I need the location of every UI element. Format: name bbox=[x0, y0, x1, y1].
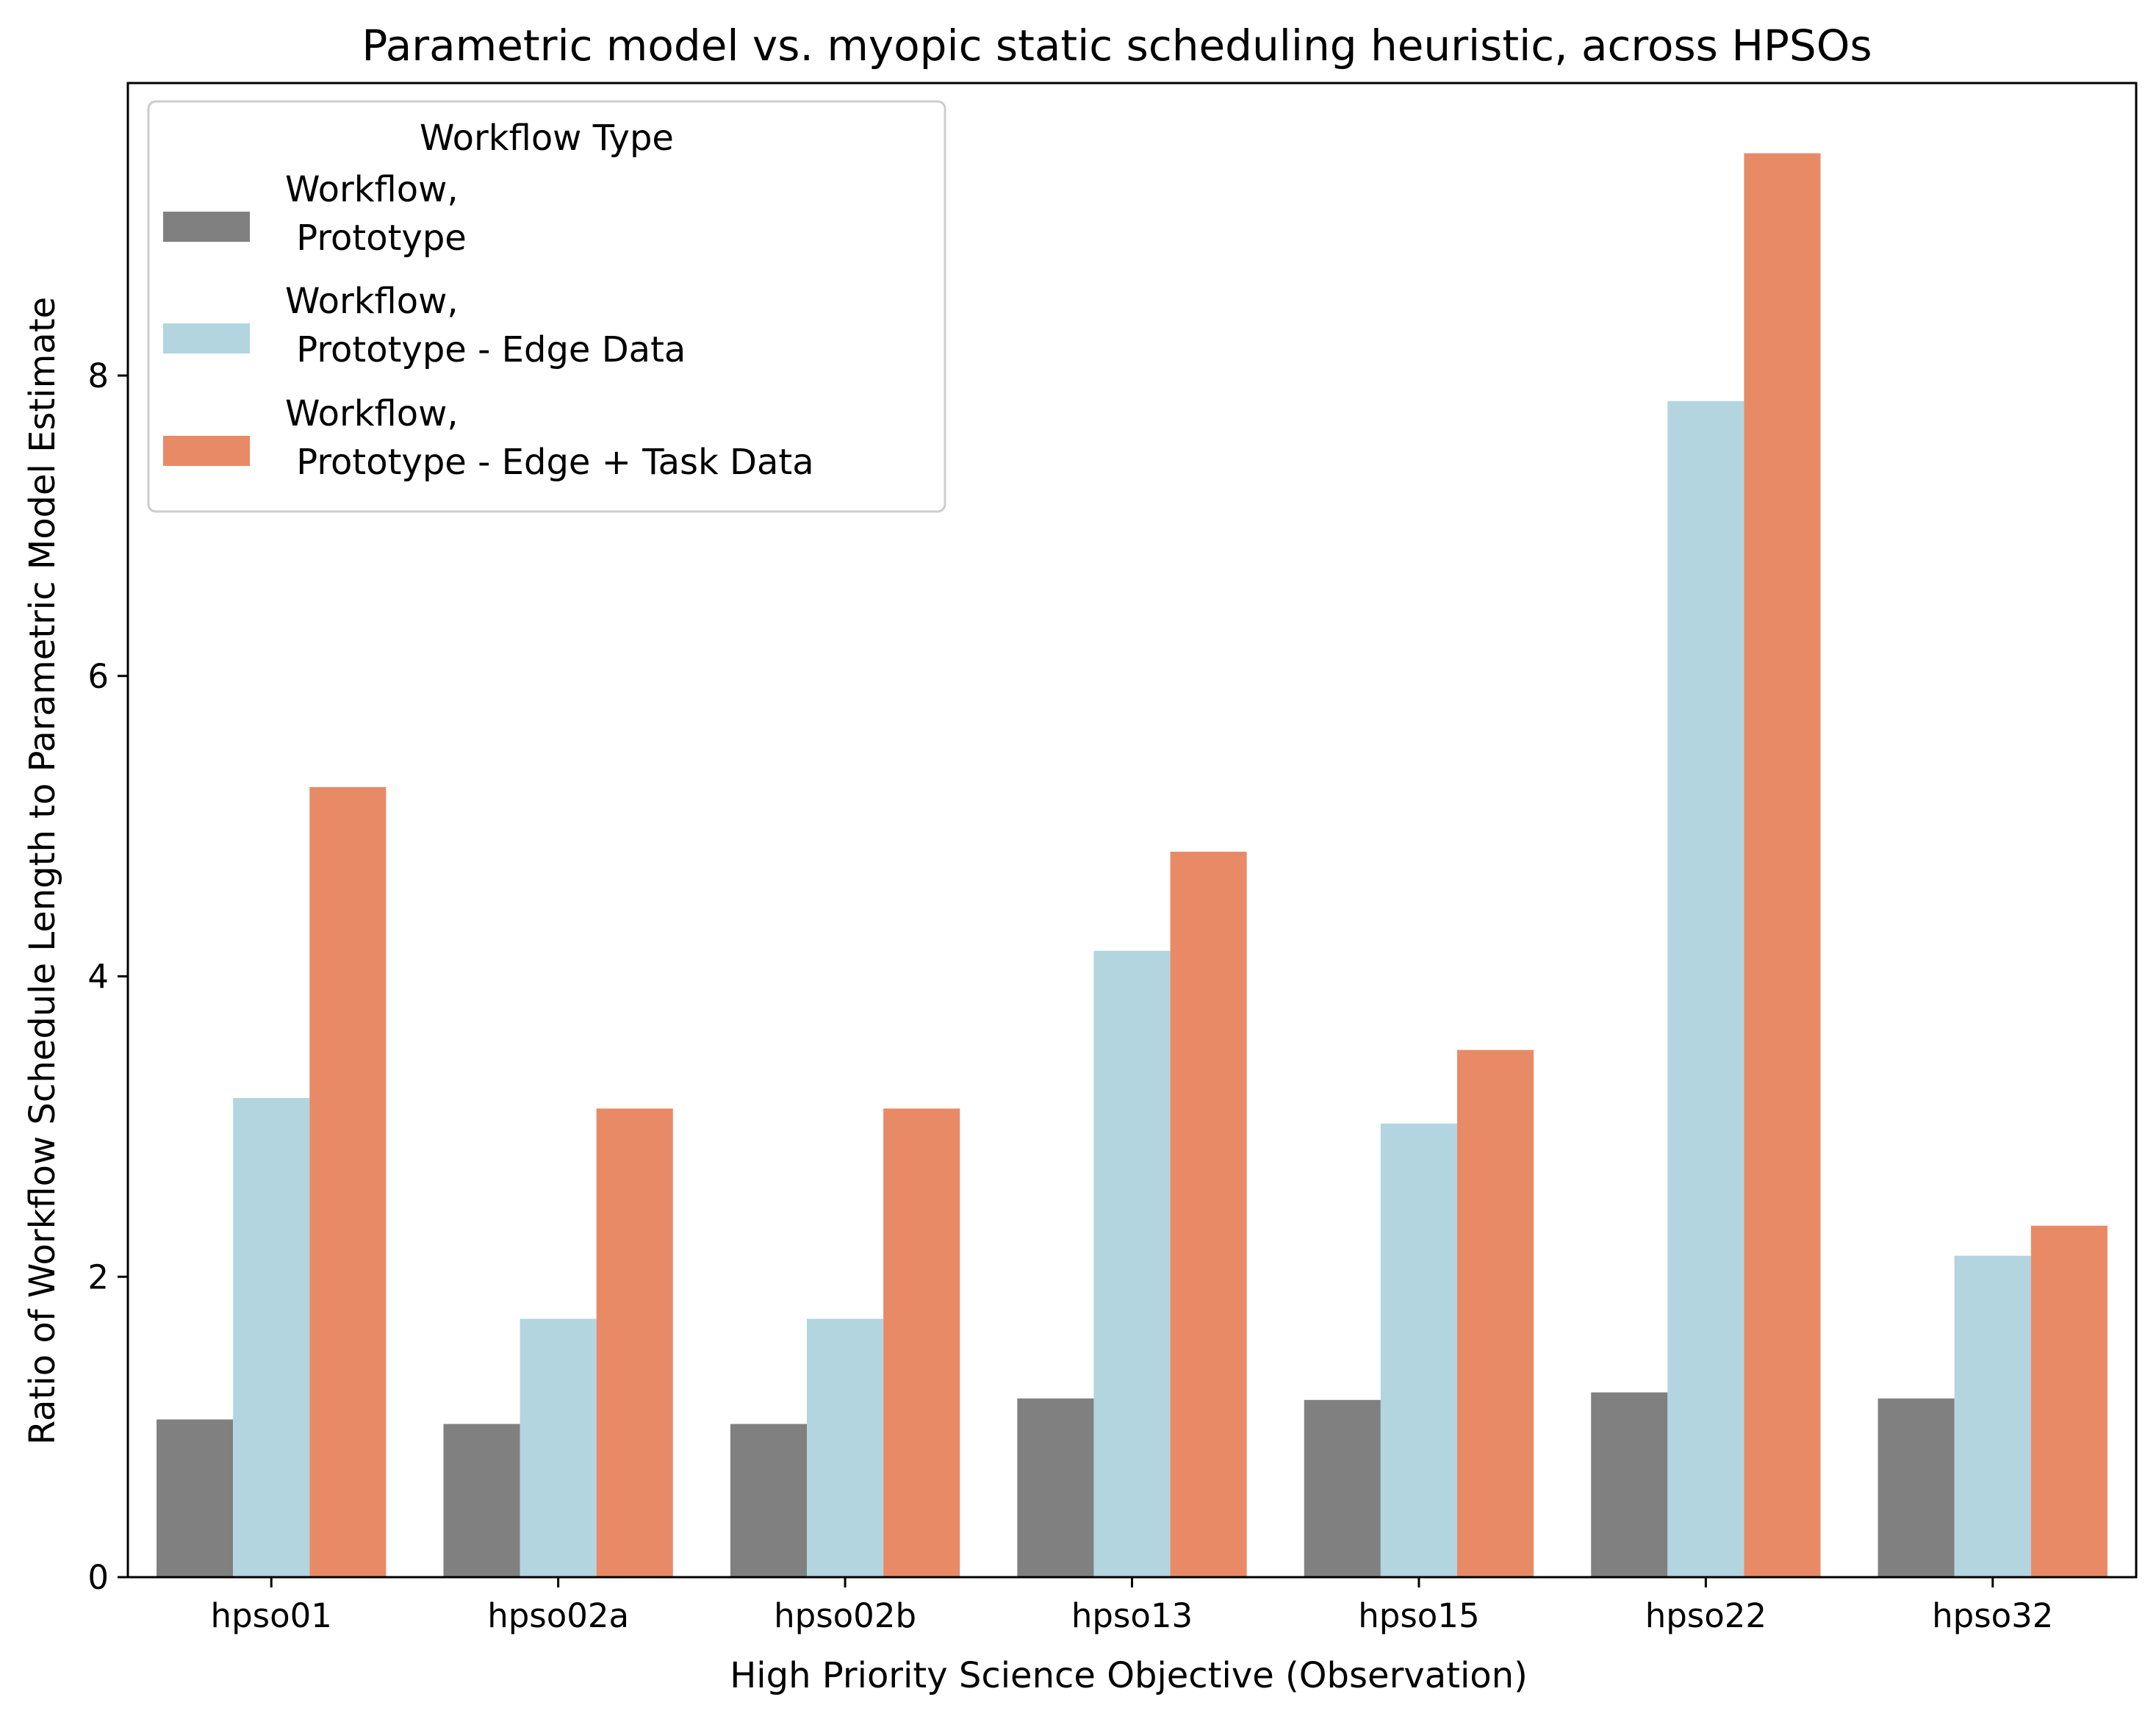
bar-hpso13-series-3 bbox=[1170, 851, 1247, 1577]
bar-hpso02b-series-2 bbox=[807, 1318, 884, 1577]
y-axis-ticks: 0 2 4 6 8 bbox=[87, 356, 128, 1597]
bars-group bbox=[157, 153, 2108, 1577]
bar-hpso02a-series-2 bbox=[520, 1318, 597, 1577]
bar-hpso22-series-1 bbox=[1591, 1392, 1668, 1577]
legend-box bbox=[147, 100, 946, 513]
legend-swatch bbox=[163, 212, 250, 242]
x-tick-label: hpso15 bbox=[1358, 1596, 1479, 1635]
bar-hpso32-series-3 bbox=[2030, 1225, 2108, 1577]
bar-hpso32-series-2 bbox=[1954, 1255, 2031, 1577]
bar-hpso02a-series-3 bbox=[596, 1108, 673, 1577]
legend: Workflow Type Workflow, PrototypeWorkflo… bbox=[147, 100, 946, 513]
bar-hpso22-series-3 bbox=[1744, 153, 1821, 1577]
bar-hpso01-series-3 bbox=[309, 786, 387, 1577]
y-tick-label: 4 bbox=[87, 958, 109, 997]
x-tick-label: hpso22 bbox=[1645, 1596, 1767, 1635]
x-axis-ticks: hpso01 hpso02a hpso02b hpso13 hpso15 hpso22 hp… bbox=[211, 1577, 2053, 1635]
bar-hpso01-series-2 bbox=[233, 1098, 310, 1577]
bar-hpso13-series-1 bbox=[1017, 1398, 1094, 1577]
bar-hpso15-series-3 bbox=[1456, 1049, 1534, 1577]
bar-hpso13-series-2 bbox=[1093, 950, 1171, 1577]
bar-hpso32-series-1 bbox=[1877, 1398, 1955, 1577]
x-tick-label: hpso01 bbox=[211, 1596, 332, 1635]
y-tick-label: 6 bbox=[87, 657, 109, 696]
bar-hpso22-series-2 bbox=[1667, 401, 1744, 1577]
bar-hpso15-series-2 bbox=[1380, 1123, 1457, 1577]
bar-hpso02b-series-1 bbox=[730, 1424, 808, 1577]
y-tick-label: 0 bbox=[87, 1558, 109, 1597]
bar-hpso02b-series-3 bbox=[883, 1108, 960, 1577]
x-tick-label: hpso32 bbox=[1932, 1596, 2053, 1635]
legend-label: Workflow, Prototype bbox=[285, 169, 467, 259]
legend-label: Workflow, Prototype - Edge + Task Data bbox=[285, 393, 814, 483]
bar-hpso01-series-1 bbox=[157, 1419, 234, 1577]
legend-items: Workflow, Prototype Workflow, Prototype -… bbox=[163, 169, 814, 483]
bar-hpso15-series-1 bbox=[1304, 1399, 1381, 1577]
legend-swatch bbox=[163, 436, 250, 466]
y-tick-label: 2 bbox=[87, 1257, 109, 1296]
x-tick-label: hpso02b bbox=[774, 1596, 916, 1635]
legend-title: Workflow Type bbox=[420, 118, 674, 159]
x-axis-label: High Priority Science Objective (Observa… bbox=[730, 1655, 1528, 1696]
y-tick-label: 8 bbox=[87, 356, 109, 395]
legend-label: Workflow, Prototype - Edge Data bbox=[285, 281, 686, 370]
chart-title: Parametric model vs. myopic static sched… bbox=[362, 21, 1872, 71]
y-axis-label: Ratio of Workflow Schedule Length to Par… bbox=[22, 297, 63, 1445]
x-tick-label: hpso02a bbox=[487, 1596, 629, 1635]
legend-swatch bbox=[163, 323, 250, 354]
bar-hpso02a-series-1 bbox=[443, 1424, 520, 1577]
x-tick-label: hpso13 bbox=[1071, 1596, 1193, 1635]
